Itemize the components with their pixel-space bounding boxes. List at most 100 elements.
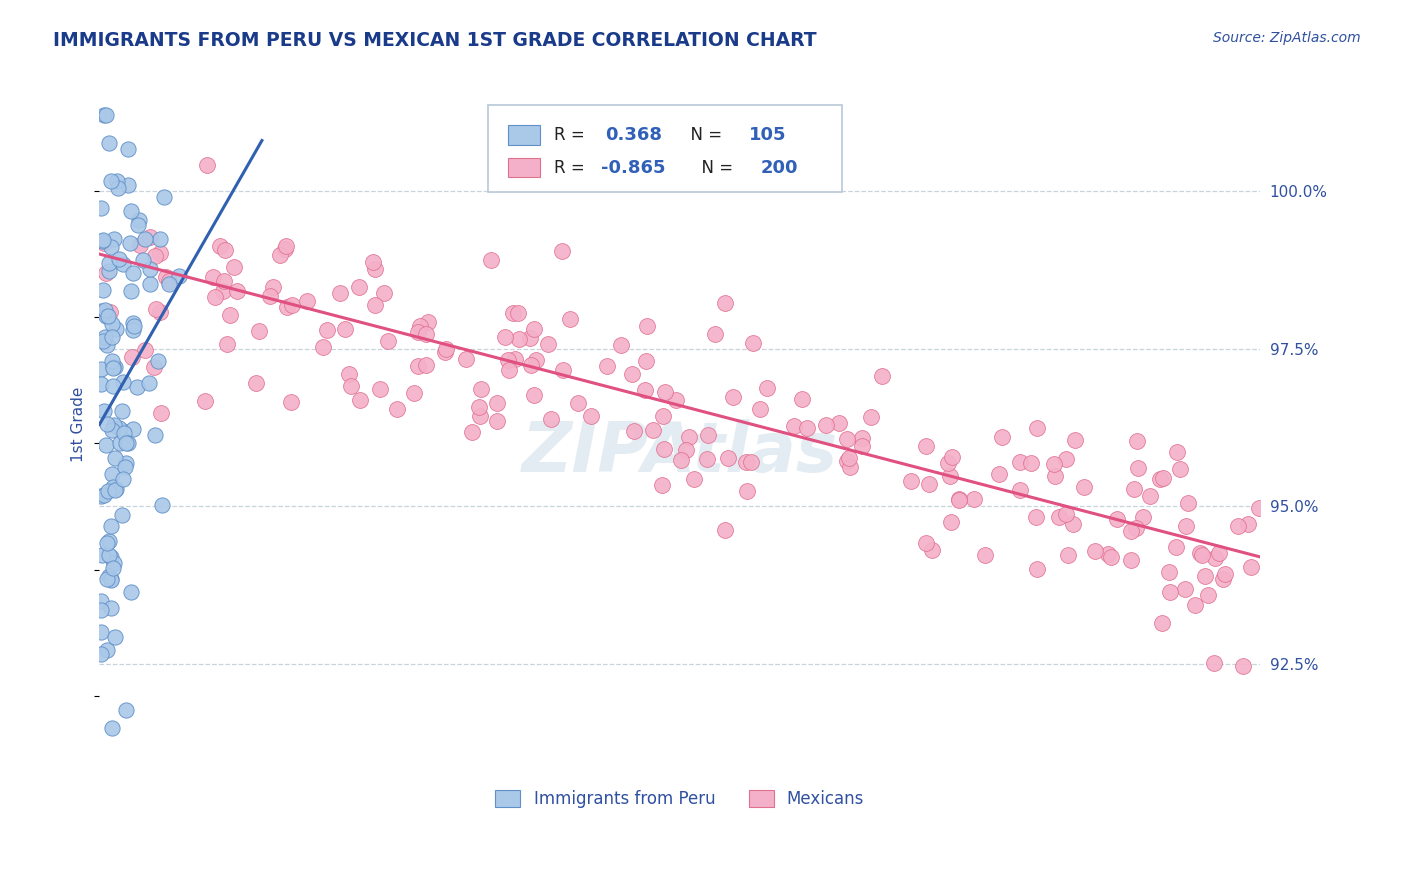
Point [623, 424, 645, 438]
Point [150, 498, 173, 512]
Point [101, 330, 124, 344]
Point [502, 306, 524, 320]
Point [368, 383, 391, 397]
Point [107, 420, 129, 434]
Point [790, 392, 813, 406]
Point [157, 274, 180, 288]
Point [107, 252, 129, 266]
Point [988, 467, 1011, 481]
Point [683, 472, 706, 486]
Point [460, 425, 482, 440]
Point [1043, 468, 1066, 483]
Point [104, 630, 127, 644]
Point [90, 201, 112, 215]
Point [415, 359, 437, 373]
Point [149, 406, 172, 420]
Point [101, 360, 124, 375]
Point [134, 343, 156, 357]
Point [838, 459, 860, 474]
Point [100, 572, 122, 586]
Point [101, 360, 124, 375]
Point [112, 375, 135, 389]
Point [90, 647, 112, 661]
Point [295, 294, 318, 309]
FancyBboxPatch shape [508, 125, 540, 145]
Point [121, 316, 143, 330]
Point [468, 400, 491, 414]
Point [280, 395, 302, 409]
Point [112, 426, 135, 441]
Point [503, 352, 526, 367]
Point [100, 549, 122, 564]
Point [837, 432, 859, 446]
Text: -0.865: -0.865 [600, 159, 665, 177]
Point [103, 556, 125, 570]
Point [114, 460, 136, 475]
Point [654, 385, 676, 400]
Point [1239, 559, 1261, 574]
Point [94, 310, 117, 324]
Point [204, 289, 226, 303]
Point [117, 178, 139, 193]
Point [111, 257, 134, 271]
Point [703, 326, 725, 341]
Point [167, 269, 190, 284]
Point [1062, 516, 1084, 531]
Point [1191, 548, 1213, 562]
Point [936, 456, 959, 470]
Point [1125, 521, 1147, 535]
Point [404, 386, 426, 401]
Point [567, 396, 589, 410]
Point [520, 359, 543, 373]
Point [418, 315, 440, 329]
Point [194, 394, 217, 409]
Point [1126, 434, 1149, 448]
Point [101, 423, 124, 437]
Point [96, 572, 118, 586]
Point [214, 274, 236, 288]
Point [155, 269, 177, 284]
Point [1152, 471, 1174, 485]
Point [742, 335, 765, 350]
Point [90, 362, 112, 376]
Point [479, 253, 502, 268]
Point [118, 235, 141, 250]
Point [329, 285, 352, 300]
Point [581, 409, 603, 424]
Point [723, 391, 745, 405]
Point [149, 245, 172, 260]
Point [1019, 456, 1042, 470]
Point [149, 304, 172, 318]
Point [714, 523, 737, 537]
Point [98, 305, 121, 319]
Point [1204, 551, 1226, 566]
Point [335, 322, 357, 336]
Point [783, 418, 806, 433]
Point [1174, 519, 1197, 533]
Point [1008, 454, 1031, 468]
Point [115, 456, 138, 470]
Point [110, 435, 132, 450]
Point [347, 279, 370, 293]
Point [1025, 509, 1047, 524]
Point [696, 451, 718, 466]
Point [1174, 582, 1197, 596]
Point [337, 367, 360, 381]
Point [143, 359, 166, 374]
Point [97, 263, 120, 277]
Point [963, 491, 986, 506]
Point [596, 359, 619, 373]
Point [1208, 546, 1230, 560]
FancyBboxPatch shape [488, 105, 842, 192]
Point [1043, 458, 1066, 472]
Point [524, 353, 547, 368]
Point [1157, 565, 1180, 579]
Point [1121, 524, 1143, 539]
Point [101, 561, 124, 575]
Point [90, 593, 112, 607]
Point [120, 204, 142, 219]
Point [349, 392, 371, 407]
Point [97, 309, 120, 323]
Point [104, 482, 127, 496]
Point [281, 298, 304, 312]
